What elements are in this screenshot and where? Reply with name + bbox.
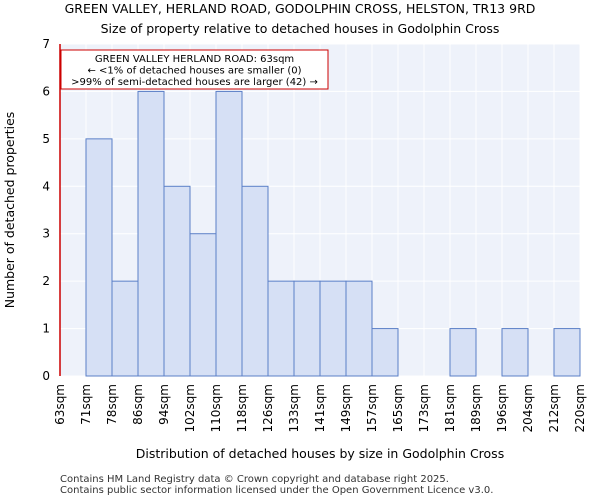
bar <box>215 90 243 377</box>
bar <box>189 233 217 377</box>
bar <box>163 185 191 377</box>
bar <box>345 280 373 377</box>
x-tick-label: 149sqm <box>339 384 353 432</box>
x-tick-label: 86sqm <box>131 384 145 425</box>
x-axis-label: Distribution of detached houses by size … <box>136 446 504 461</box>
x-tick-label: 141sqm <box>313 384 327 432</box>
y-tick-label: 3 <box>42 227 50 241</box>
x-tick-label: 63sqm <box>53 384 67 425</box>
y-tick-label: 1 <box>42 322 50 336</box>
bar <box>267 280 295 377</box>
x-tick-label: 78sqm <box>105 384 119 425</box>
bar <box>501 328 529 377</box>
y-tick-label: 2 <box>42 274 50 288</box>
footer-line1: Contains HM Land Registry data © Crown c… <box>60 474 449 485</box>
x-tick-label: 220sqm <box>573 384 587 432</box>
x-tick-label: 133sqm <box>287 384 301 432</box>
x-tick-label: 157sqm <box>365 384 379 432</box>
x-tick-label: 212sqm <box>547 384 561 432</box>
bar <box>553 328 581 377</box>
bar <box>137 90 165 377</box>
y-tick-label: 4 <box>42 179 50 193</box>
y-tick-label: 7 <box>42 37 50 51</box>
annotation-line: GREEN VALLEY HERLAND ROAD: 63sqm <box>95 54 294 65</box>
annotation-line: >99% of semi-detached houses are larger … <box>71 77 318 88</box>
x-tick-label: 204sqm <box>521 384 535 432</box>
y-axis-label: Number of detached properties <box>2 112 17 309</box>
bar <box>293 280 321 377</box>
annotation-line: ← <1% of detached houses are smaller (0) <box>88 66 302 77</box>
chart-title-line2: Size of property relative to detached ho… <box>100 21 500 36</box>
bar <box>241 185 269 377</box>
bar <box>319 280 347 377</box>
x-tick-label: 126sqm <box>261 384 275 432</box>
bar <box>449 328 477 377</box>
bar <box>111 280 139 377</box>
x-tick-label: 196sqm <box>495 384 509 432</box>
x-tick-label: 71sqm <box>79 384 93 425</box>
x-tick-label: 181sqm <box>443 384 457 432</box>
footer-line2: Contains public sector information licen… <box>60 485 494 496</box>
annotation-box <box>60 49 329 90</box>
x-tick-label: 173sqm <box>417 384 431 432</box>
bar <box>371 328 399 377</box>
chart-title-line1: GREEN VALLEY, HERLAND ROAD, GODOLPHIN CR… <box>64 1 536 16</box>
bar <box>85 138 113 377</box>
x-tick-label: 189sqm <box>469 384 483 432</box>
y-tick-label: 5 <box>42 132 50 146</box>
y-tick-label: 6 <box>42 84 50 98</box>
x-tick-label: 110sqm <box>209 384 223 432</box>
y-tick-label: 0 <box>42 369 50 383</box>
x-tick-label: 94sqm <box>157 384 171 425</box>
x-tick-label: 118sqm <box>235 384 249 432</box>
x-tick-label: 165sqm <box>391 384 405 432</box>
x-tick-label: 102sqm <box>183 384 197 432</box>
